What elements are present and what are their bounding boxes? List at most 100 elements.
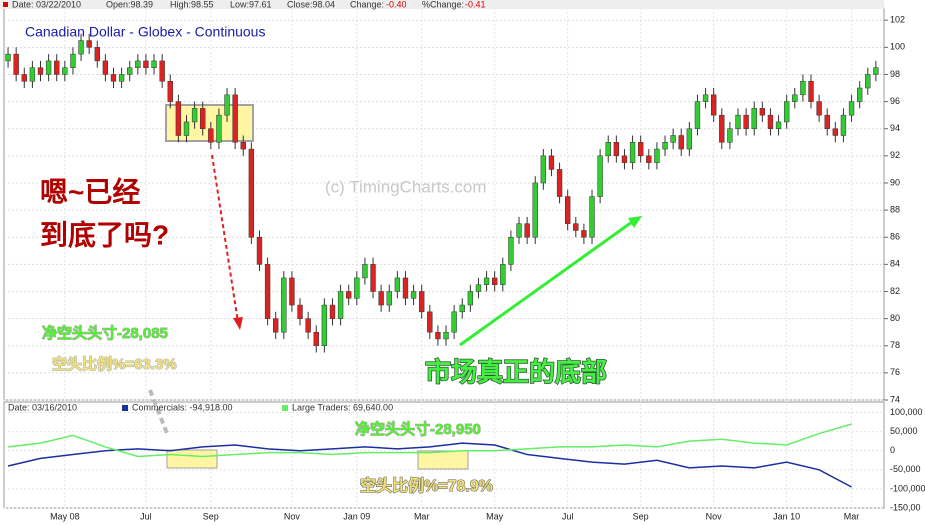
- candle-body: [840, 114, 847, 136]
- x-tick-label: Sep: [203, 511, 219, 521]
- header-bar: [0, 0, 884, 9]
- candle-body: [273, 318, 279, 333]
- candle-body: [848, 101, 855, 116]
- candle-body: [346, 291, 352, 299]
- candle-body: [435, 331, 441, 340]
- candle-body: [492, 277, 498, 285]
- arrowhead: [233, 317, 243, 330]
- candle-body: [540, 155, 547, 184]
- candle-body: [151, 60, 157, 68]
- header-change: -0.40: [386, 0, 407, 9]
- candle-body: [118, 74, 125, 82]
- y-tick-label: 50,000: [890, 426, 918, 436]
- candle-body: [200, 108, 206, 129]
- candle-body: [751, 108, 757, 129]
- candle-body: [232, 94, 238, 143]
- candle-body: [159, 60, 165, 82]
- x-tick-label: Sep: [633, 511, 649, 521]
- candle-body: [710, 94, 717, 116]
- candle-body: [54, 60, 60, 75]
- candle-body: [670, 135, 676, 143]
- candle-body: [824, 114, 830, 129]
- arrow: [459, 220, 633, 347]
- candle-body: [370, 264, 376, 292]
- candle-body: [832, 128, 839, 136]
- legend-label: Commercials: -94,918.00: [132, 402, 233, 412]
- candle-body: [419, 291, 425, 313]
- candle-body: [127, 67, 133, 75]
- candle-body: [362, 264, 368, 279]
- candle-body: [216, 114, 222, 143]
- legend: Commercials: -94,918.00 Large Traders: 69…: [122, 402, 393, 412]
- candle-body: [629, 142, 636, 163]
- header-pct-change-label: %Change:: [422, 0, 464, 9]
- highlight-box: [417, 450, 469, 470]
- y-tick-label: 96: [890, 96, 900, 106]
- candle-body: [735, 114, 741, 129]
- y-tick-label: 0: [890, 445, 895, 455]
- candle-body: [589, 196, 595, 238]
- candle-body: [208, 128, 214, 143]
- highlight-box: [166, 449, 218, 469]
- candle-body: [410, 291, 417, 299]
- candle-body: [102, 60, 109, 75]
- x-tick-label: Jan 09: [343, 511, 370, 521]
- candle-body: [191, 108, 198, 123]
- candle-body: [13, 53, 19, 75]
- candle-body: [248, 148, 255, 238]
- y-tick-label: 100,000: [890, 407, 923, 417]
- candle-body: [792, 94, 798, 102]
- annotation: 净空头头寸-28,950: [355, 420, 481, 438]
- x-tick-label: Nov: [706, 511, 723, 521]
- candle-body: [37, 67, 44, 75]
- x-tick-label: May: [486, 511, 504, 521]
- candle-body: [500, 264, 506, 285]
- candle-body: [573, 223, 579, 231]
- candle-body: [727, 128, 733, 143]
- y-tick-label: 86: [890, 232, 900, 242]
- candle-body: [305, 318, 311, 333]
- watermark: (c) TimingCharts.com: [325, 177, 487, 196]
- x-tick-label: May 08: [50, 511, 80, 521]
- candle-body: [467, 291, 474, 306]
- candle-body: [775, 121, 782, 129]
- annotation: 嗯~已经: [40, 175, 140, 207]
- candle-body: [5, 53, 11, 62]
- candle-body: [808, 80, 814, 102]
- y-tick-label: 80: [890, 313, 900, 323]
- candle-body: [427, 311, 433, 333]
- y-tick-label: 78: [890, 340, 900, 350]
- header-open: Open:98.39: [106, 0, 153, 9]
- y-tick-label: 74: [890, 394, 900, 404]
- candle-body: [856, 87, 863, 102]
- arrow: [211, 154, 239, 323]
- candle-body: [94, 47, 100, 62]
- candle-body: [183, 121, 190, 136]
- candle-body: [475, 284, 482, 292]
- series-line: [7, 442, 852, 488]
- x-tick-label: Mar: [844, 511, 860, 521]
- candle-body: [78, 40, 84, 55]
- candle-body: [386, 291, 392, 306]
- header-low: Low:97.61: [230, 0, 272, 9]
- candle-body: [175, 101, 182, 136]
- candle-body: [45, 60, 52, 75]
- y-tick-label: 100: [890, 42, 905, 52]
- candle-body: [662, 142, 668, 150]
- candle-body: [378, 291, 384, 306]
- y-tick-label: -100,000: [890, 483, 925, 493]
- candle-body: [767, 114, 774, 129]
- candle-body: [548, 155, 555, 170]
- annotation: 空头比例%=63.3%: [52, 355, 177, 373]
- candle-body: [686, 128, 693, 150]
- y-tick-label: 84: [890, 259, 900, 269]
- candle-body: [759, 108, 766, 116]
- header-date: Date: 03/22/2010: [12, 0, 81, 9]
- candle-body: [581, 230, 587, 238]
- candle-body: [143, 60, 149, 68]
- candle-body: [556, 169, 563, 197]
- y-tick-label: 92: [890, 150, 900, 160]
- chart-title: Canadian Dollar - Globex - Continuous: [25, 24, 265, 40]
- annotation: 市场真正的底部: [425, 357, 607, 387]
